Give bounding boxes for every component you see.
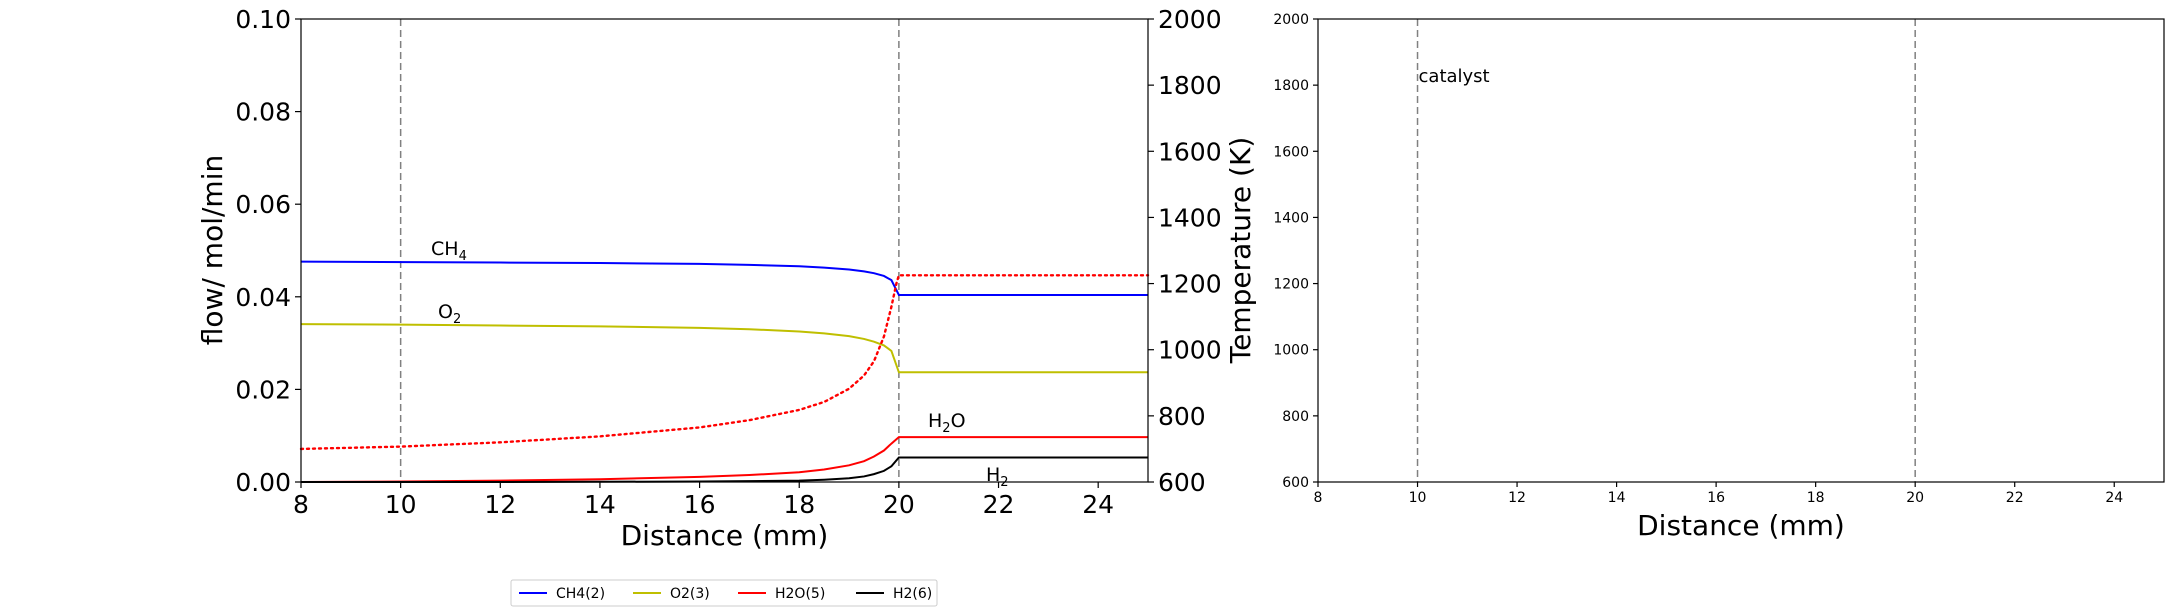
right-y-tick-label: 600 <box>1158 468 1206 497</box>
right-y-tick-label: 600 <box>1282 475 1309 491</box>
left-x-tick-label: 24 <box>1082 490 1114 519</box>
legend: CH4(2) O2(3) H2O(5) H2(6) <box>510 579 938 607</box>
legend-label: O2(3) <box>670 586 710 602</box>
left-x-tick-label: 14 <box>584 490 616 519</box>
left-chart: CH4 O2 H2O H2 8 10 12 14 16 18 20 22 24 0.00 0.02 0.04 0… <box>196 5 1257 607</box>
left-y-tick-label: 0.00 <box>235 468 291 497</box>
left-plot-frame <box>300 18 1149 483</box>
series-label-0: CH4 <box>431 238 467 264</box>
left-x-tick-label: 16 <box>684 490 716 519</box>
right-x-tick-label: 18 <box>1807 490 1825 506</box>
left-x-tick-label: 12 <box>484 490 516 519</box>
right-chart: 8 10 12 14 16 18 20 22 24 600 800 1000 1200 1400 1600 1… <box>1273 12 2165 542</box>
right-y-tick-label: 1200 <box>1158 270 1222 299</box>
series-line-o2-3- <box>300 323 1148 374</box>
catalyst-annotation: catalyst <box>1419 66 1490 87</box>
right-y-tick-label: 1200 <box>1273 277 1309 293</box>
right-x-tick-label: 14 <box>1608 490 1626 506</box>
right-y-tick-label: 1600 <box>1273 144 1309 160</box>
legend-label: H2(6) <box>893 586 932 602</box>
series-line-temperature <box>299 274 1150 451</box>
left-y-axis-title: flow/ mol/min <box>196 155 229 345</box>
left-x-tick-label: 8 <box>293 490 309 519</box>
series-label-1: O2 <box>438 301 461 327</box>
right-y-axis-title: Temperature (K) <box>1224 137 1257 364</box>
right-y-tick-label: 2000 <box>1158 5 1222 34</box>
right-y-tick-label: 1800 <box>1158 71 1222 100</box>
right-x-tick-label: 10 <box>1409 490 1427 506</box>
legend-box <box>510 579 938 607</box>
right-y-tick-label: 800 <box>1158 402 1206 431</box>
series-label-2: H2O <box>928 410 966 436</box>
right-plot-frame <box>1317 18 2165 483</box>
right-x-axis-title: Distance (mm) <box>1637 509 1845 542</box>
series-line-h2-6- <box>301 456 1148 483</box>
right-y-tick-label: 1600 <box>1158 137 1222 166</box>
right-y-tick-label: 800 <box>1282 409 1309 425</box>
left-x-axis-title: Distance (mm) <box>621 519 829 552</box>
right-x-tick-label: 20 <box>1906 490 1924 506</box>
series-line-h2o-5- <box>300 436 1148 483</box>
left-x-tick-label: 18 <box>783 490 815 519</box>
left-x-tick-label: 22 <box>983 490 1015 519</box>
right-x-tick-label: 8 <box>1314 490 1323 506</box>
left-y-tick-label: 0.10 <box>235 5 291 34</box>
series-label-3: H2 <box>986 464 1009 490</box>
legend-label: H2O(5) <box>775 586 825 602</box>
right-x-tick-label: 12 <box>1508 490 1526 506</box>
right-y-tick-label: 1400 <box>1273 210 1309 226</box>
right-y-tick-label: 1000 <box>1158 336 1222 365</box>
left-y-tick-label: 0.04 <box>235 283 291 312</box>
right-y-tick-label: 1800 <box>1273 78 1309 94</box>
series-line-ch4-2- <box>300 260 1148 296</box>
right-x-tick-label: 22 <box>2006 490 2024 506</box>
right-y-tick-label: 1400 <box>1158 203 1222 232</box>
right-y-tick-label: 2000 <box>1273 12 1309 28</box>
left-x-tick-label: 10 <box>385 490 417 519</box>
left-y-tick-label: 0.08 <box>235 98 291 127</box>
left-x-tick-label: 20 <box>883 490 915 519</box>
right-y-tick-label: 1000 <box>1273 343 1309 359</box>
left-y-tick-label: 0.06 <box>235 190 291 219</box>
right-x-tick-label: 16 <box>1707 490 1725 506</box>
legend-label: CH4(2) <box>556 586 605 602</box>
left-y-tick-label: 0.02 <box>235 375 291 404</box>
right-x-tick-label: 24 <box>2105 490 2123 506</box>
